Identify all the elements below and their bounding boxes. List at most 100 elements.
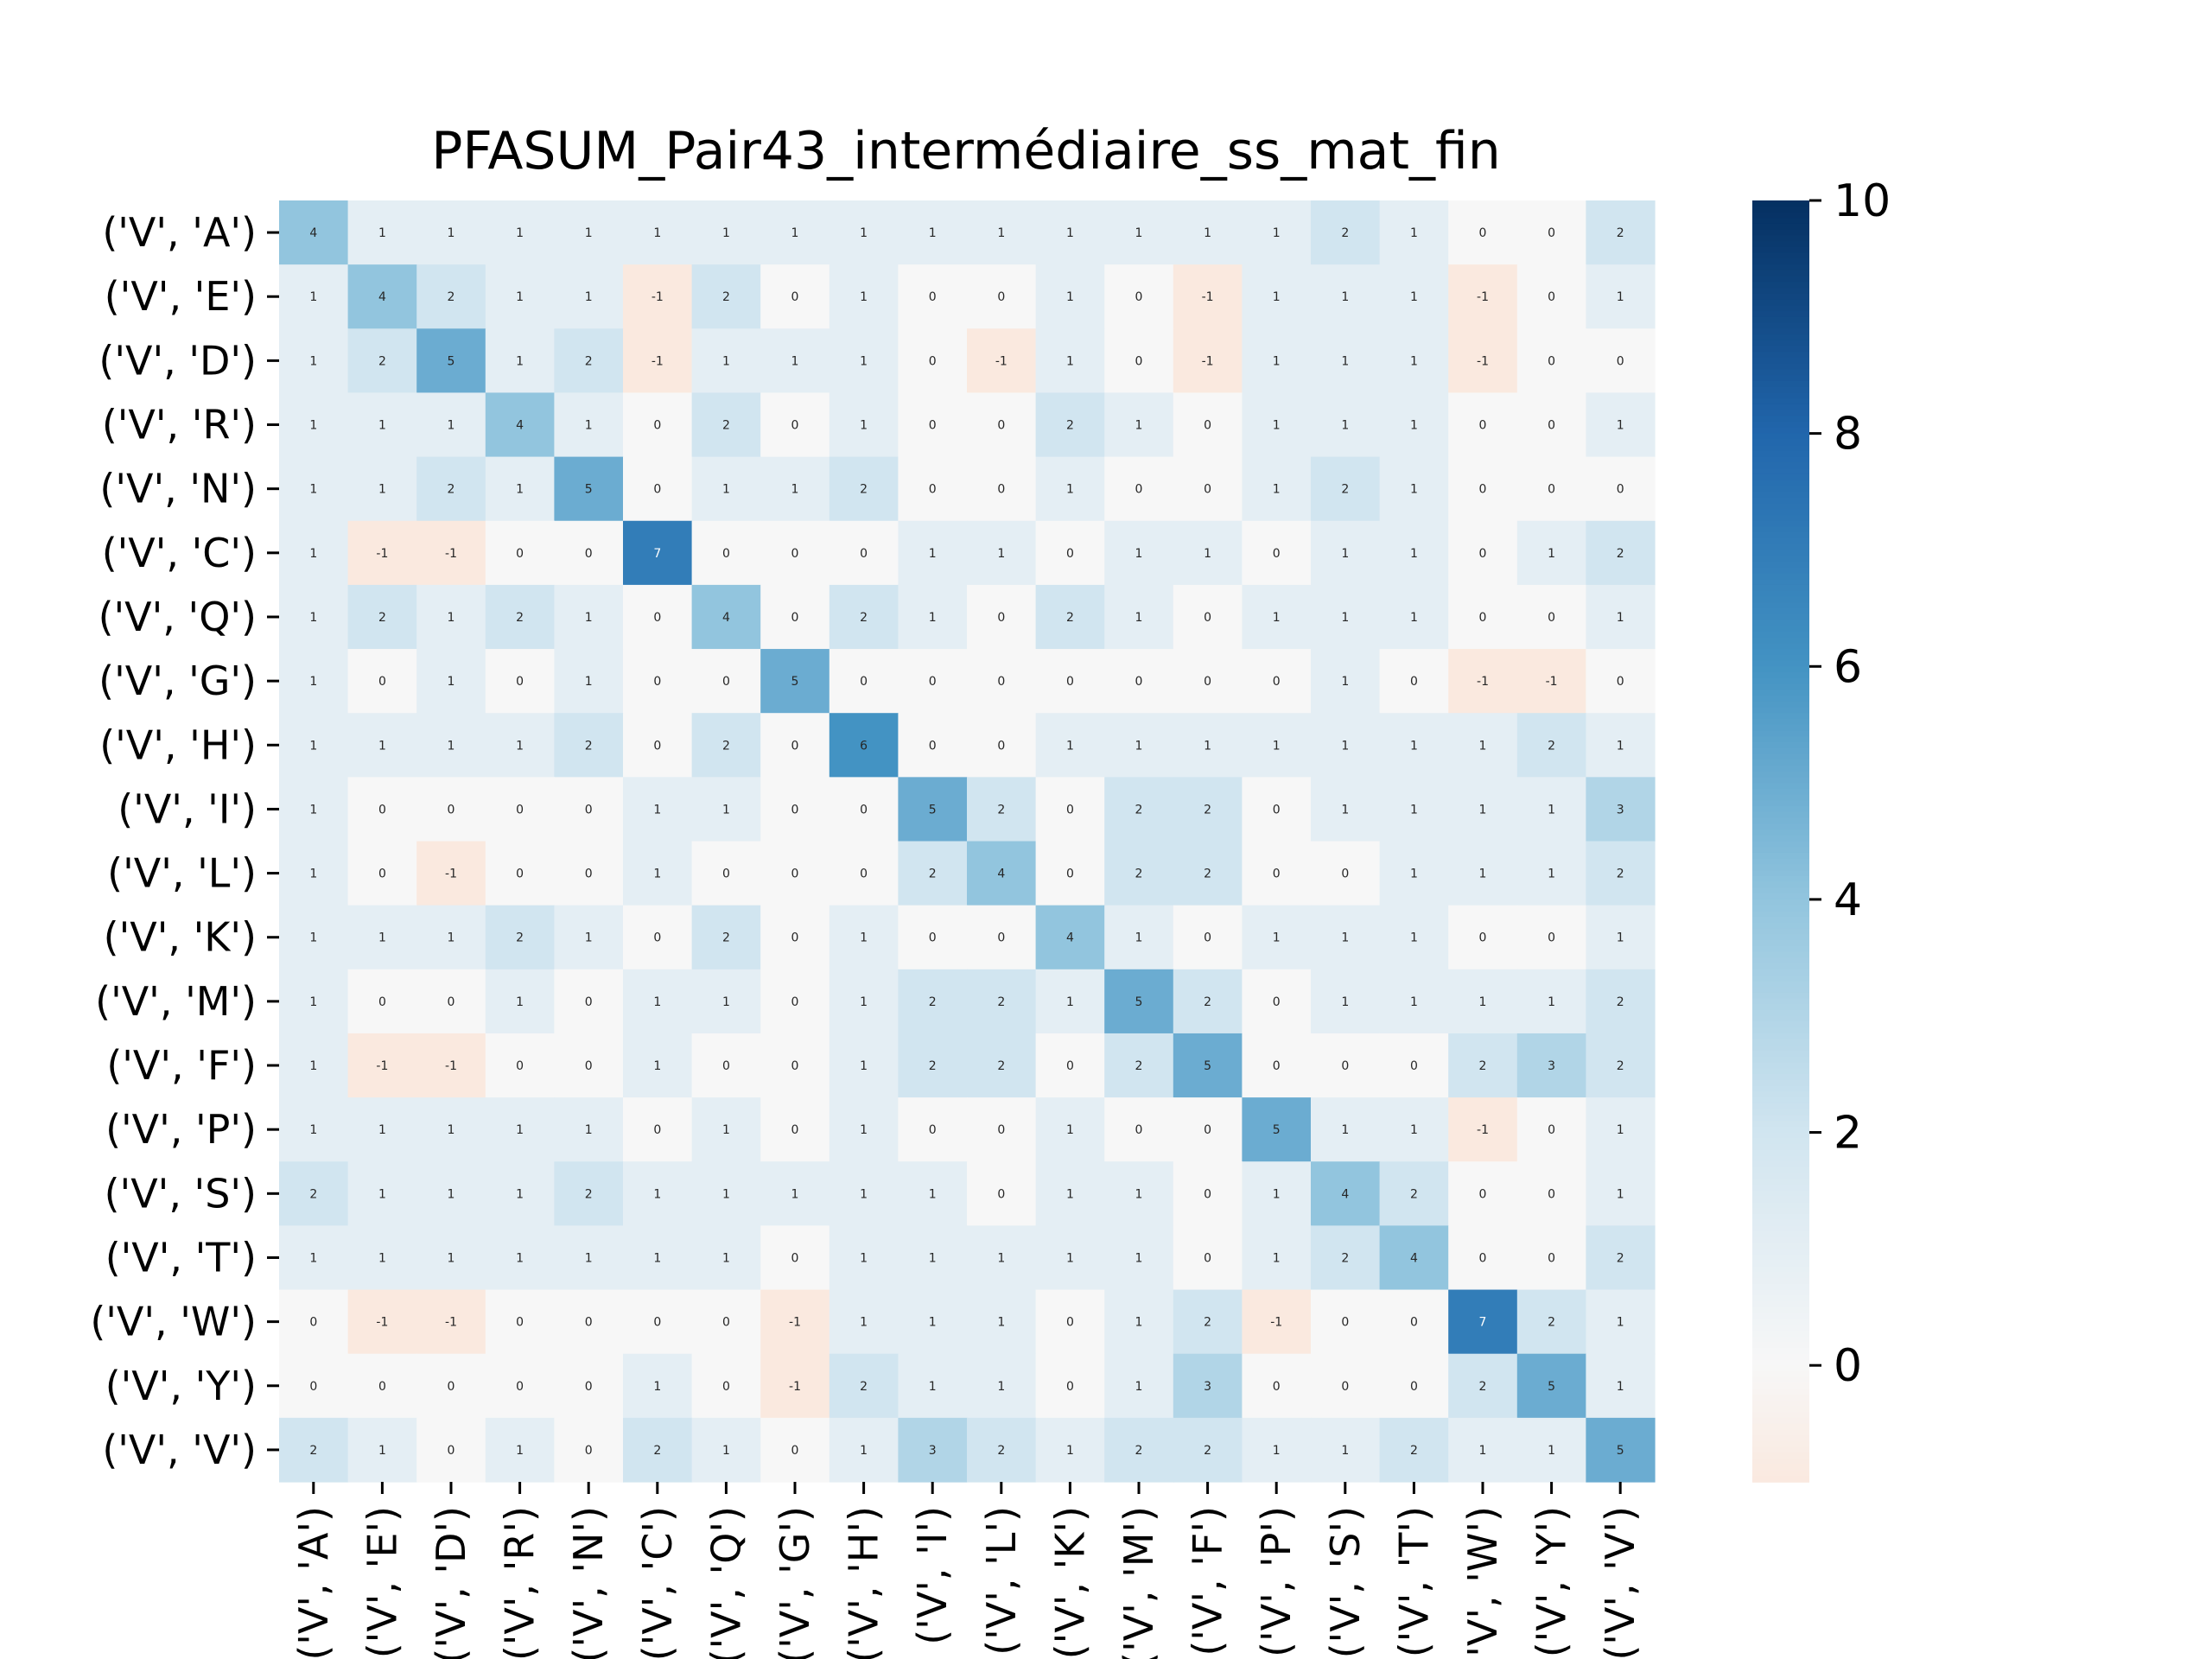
cell-value-label: 1 [997, 1316, 1005, 1330]
y-tick-label: ('V', 'P') [105, 1106, 257, 1153]
cell-value-label: 0 [1135, 290, 1143, 304]
colorbar-segment [1752, 823, 1809, 830]
heatmap-cell [1516, 584, 1586, 650]
x-tick-label: ('V', 'Y') [1529, 1506, 1575, 1657]
colorbar-segment [1752, 206, 1809, 213]
heatmap-cell [829, 713, 899, 778]
cell-value-label: 5 [1617, 1444, 1624, 1458]
cell-value-label: 0 [1548, 931, 1555, 945]
heatmap-cell [554, 456, 624, 522]
heatmap-cell [623, 777, 693, 842]
cell-value-label: -1 [789, 1380, 801, 1394]
heatmap-cell [485, 264, 555, 329]
heatmap-cell [416, 264, 486, 329]
heatmap-cell [967, 1289, 1037, 1355]
heatmap-cell [691, 841, 761, 906]
cell-value-label: 0 [1273, 868, 1281, 881]
heatmap-cell [1173, 1417, 1243, 1483]
heatmap-cell [691, 520, 761, 586]
cell-value-label: 0 [653, 1316, 661, 1330]
heatmap-cell [829, 905, 899, 970]
y-tick-label: ('V', 'L') [107, 850, 257, 897]
colorbar-segment [1752, 934, 1809, 941]
heatmap-cell [829, 1353, 899, 1419]
heatmap-cell [1104, 392, 1174, 458]
heatmap-cell [279, 1161, 349, 1226]
heatmap-cell [485, 1097, 555, 1162]
cell-value-label: 0 [1135, 483, 1143, 497]
heatmap-cell [898, 905, 968, 970]
heatmap-cell [691, 456, 761, 522]
cell-value-label: 1 [722, 1187, 730, 1201]
heatmap-cell [347, 1033, 417, 1098]
cell-value-label: 1 [448, 1187, 455, 1201]
cell-value-label: 5 [1273, 1123, 1281, 1137]
cell-value-label: 1 [1066, 290, 1074, 304]
colorbar-segment [1752, 747, 1809, 755]
heatmap-cell [1379, 1033, 1449, 1098]
cell-value-label: 4 [997, 868, 1005, 881]
x-tick-label: ('V', 'H') [841, 1506, 887, 1659]
heatmap-cell [1448, 1033, 1518, 1098]
cell-value-label: 0 [448, 1380, 455, 1394]
colorbar-segment [1752, 800, 1809, 807]
colorbar-segment [1752, 1365, 1809, 1372]
cell-value-label: 1 [1341, 1123, 1349, 1137]
colorbar-segment [1752, 590, 1809, 598]
cell-value-label: 1 [1273, 1251, 1281, 1265]
heatmap-cell [1242, 392, 1312, 458]
colorbar-segment [1752, 526, 1809, 534]
colorbar-segment [1752, 666, 1809, 673]
heatmap-cell [829, 264, 899, 329]
heatmap-cell [1448, 392, 1518, 458]
heatmap-cell [829, 777, 899, 842]
heatmap-cell [279, 649, 349, 714]
colorbar-segment [1752, 1325, 1809, 1332]
heatmap-cell [416, 328, 486, 394]
cell-value-label: 1 [309, 290, 317, 304]
heatmap-cell [898, 392, 968, 458]
cell-value-label: 4 [1066, 931, 1074, 945]
cell-value-label: 1 [722, 354, 730, 368]
heatmap-cell [829, 969, 899, 1034]
cell-value-label: 2 [1617, 226, 1624, 240]
colorbar-segment [1752, 1283, 1809, 1291]
heatmap-cell [623, 200, 693, 265]
cell-value-label: 1 [860, 1251, 868, 1265]
heatmap-cell [1035, 969, 1105, 1034]
colorbar-segment [1752, 741, 1809, 749]
cell-value-label: 1 [1066, 1123, 1074, 1137]
heatmap-cell [623, 456, 693, 522]
colorbar-segment [1752, 480, 1809, 487]
heatmap-cell [1035, 713, 1105, 778]
cell-value-label: 1 [1341, 931, 1349, 945]
cell-value-label: 1 [1273, 419, 1281, 433]
heatmap-cell [760, 1417, 830, 1483]
colorbar-segment [1752, 474, 1809, 481]
cell-value-label: 1 [722, 226, 730, 240]
heatmap-cell [1173, 1033, 1243, 1098]
cell-value-label: 2 [1204, 995, 1211, 1009]
cell-value-label: 1 [860, 995, 868, 1009]
cell-value-label: 2 [309, 1444, 317, 1458]
cell-value-label: 2 [997, 1059, 1005, 1073]
colorbar-segment [1752, 509, 1809, 516]
cell-value-label: 1 [585, 1123, 593, 1137]
heatmap-cell [554, 1225, 624, 1291]
heatmap-cell [347, 584, 417, 650]
heatmap-cell [1586, 584, 1656, 650]
cell-value-label: 0 [1410, 1380, 1418, 1394]
cell-value-label: 0 [929, 483, 937, 497]
heatmap-cell [1173, 520, 1243, 586]
cell-value-label: 1 [1548, 547, 1555, 561]
heatmap-cell [967, 1353, 1037, 1419]
cell-value-label: 2 [722, 739, 730, 753]
cell-value-label: 0 [516, 1059, 524, 1073]
heatmap-cell [554, 520, 624, 586]
heatmap-cell [691, 328, 761, 394]
x-axis: ('V', 'A') ('V', 'E') ('V', 'D') ('V', 'R')… [290, 1482, 1643, 1659]
heatmap-cell [898, 841, 968, 906]
cell-value-label: 2 [1341, 1251, 1349, 1265]
heatmap-cell [829, 1033, 899, 1098]
